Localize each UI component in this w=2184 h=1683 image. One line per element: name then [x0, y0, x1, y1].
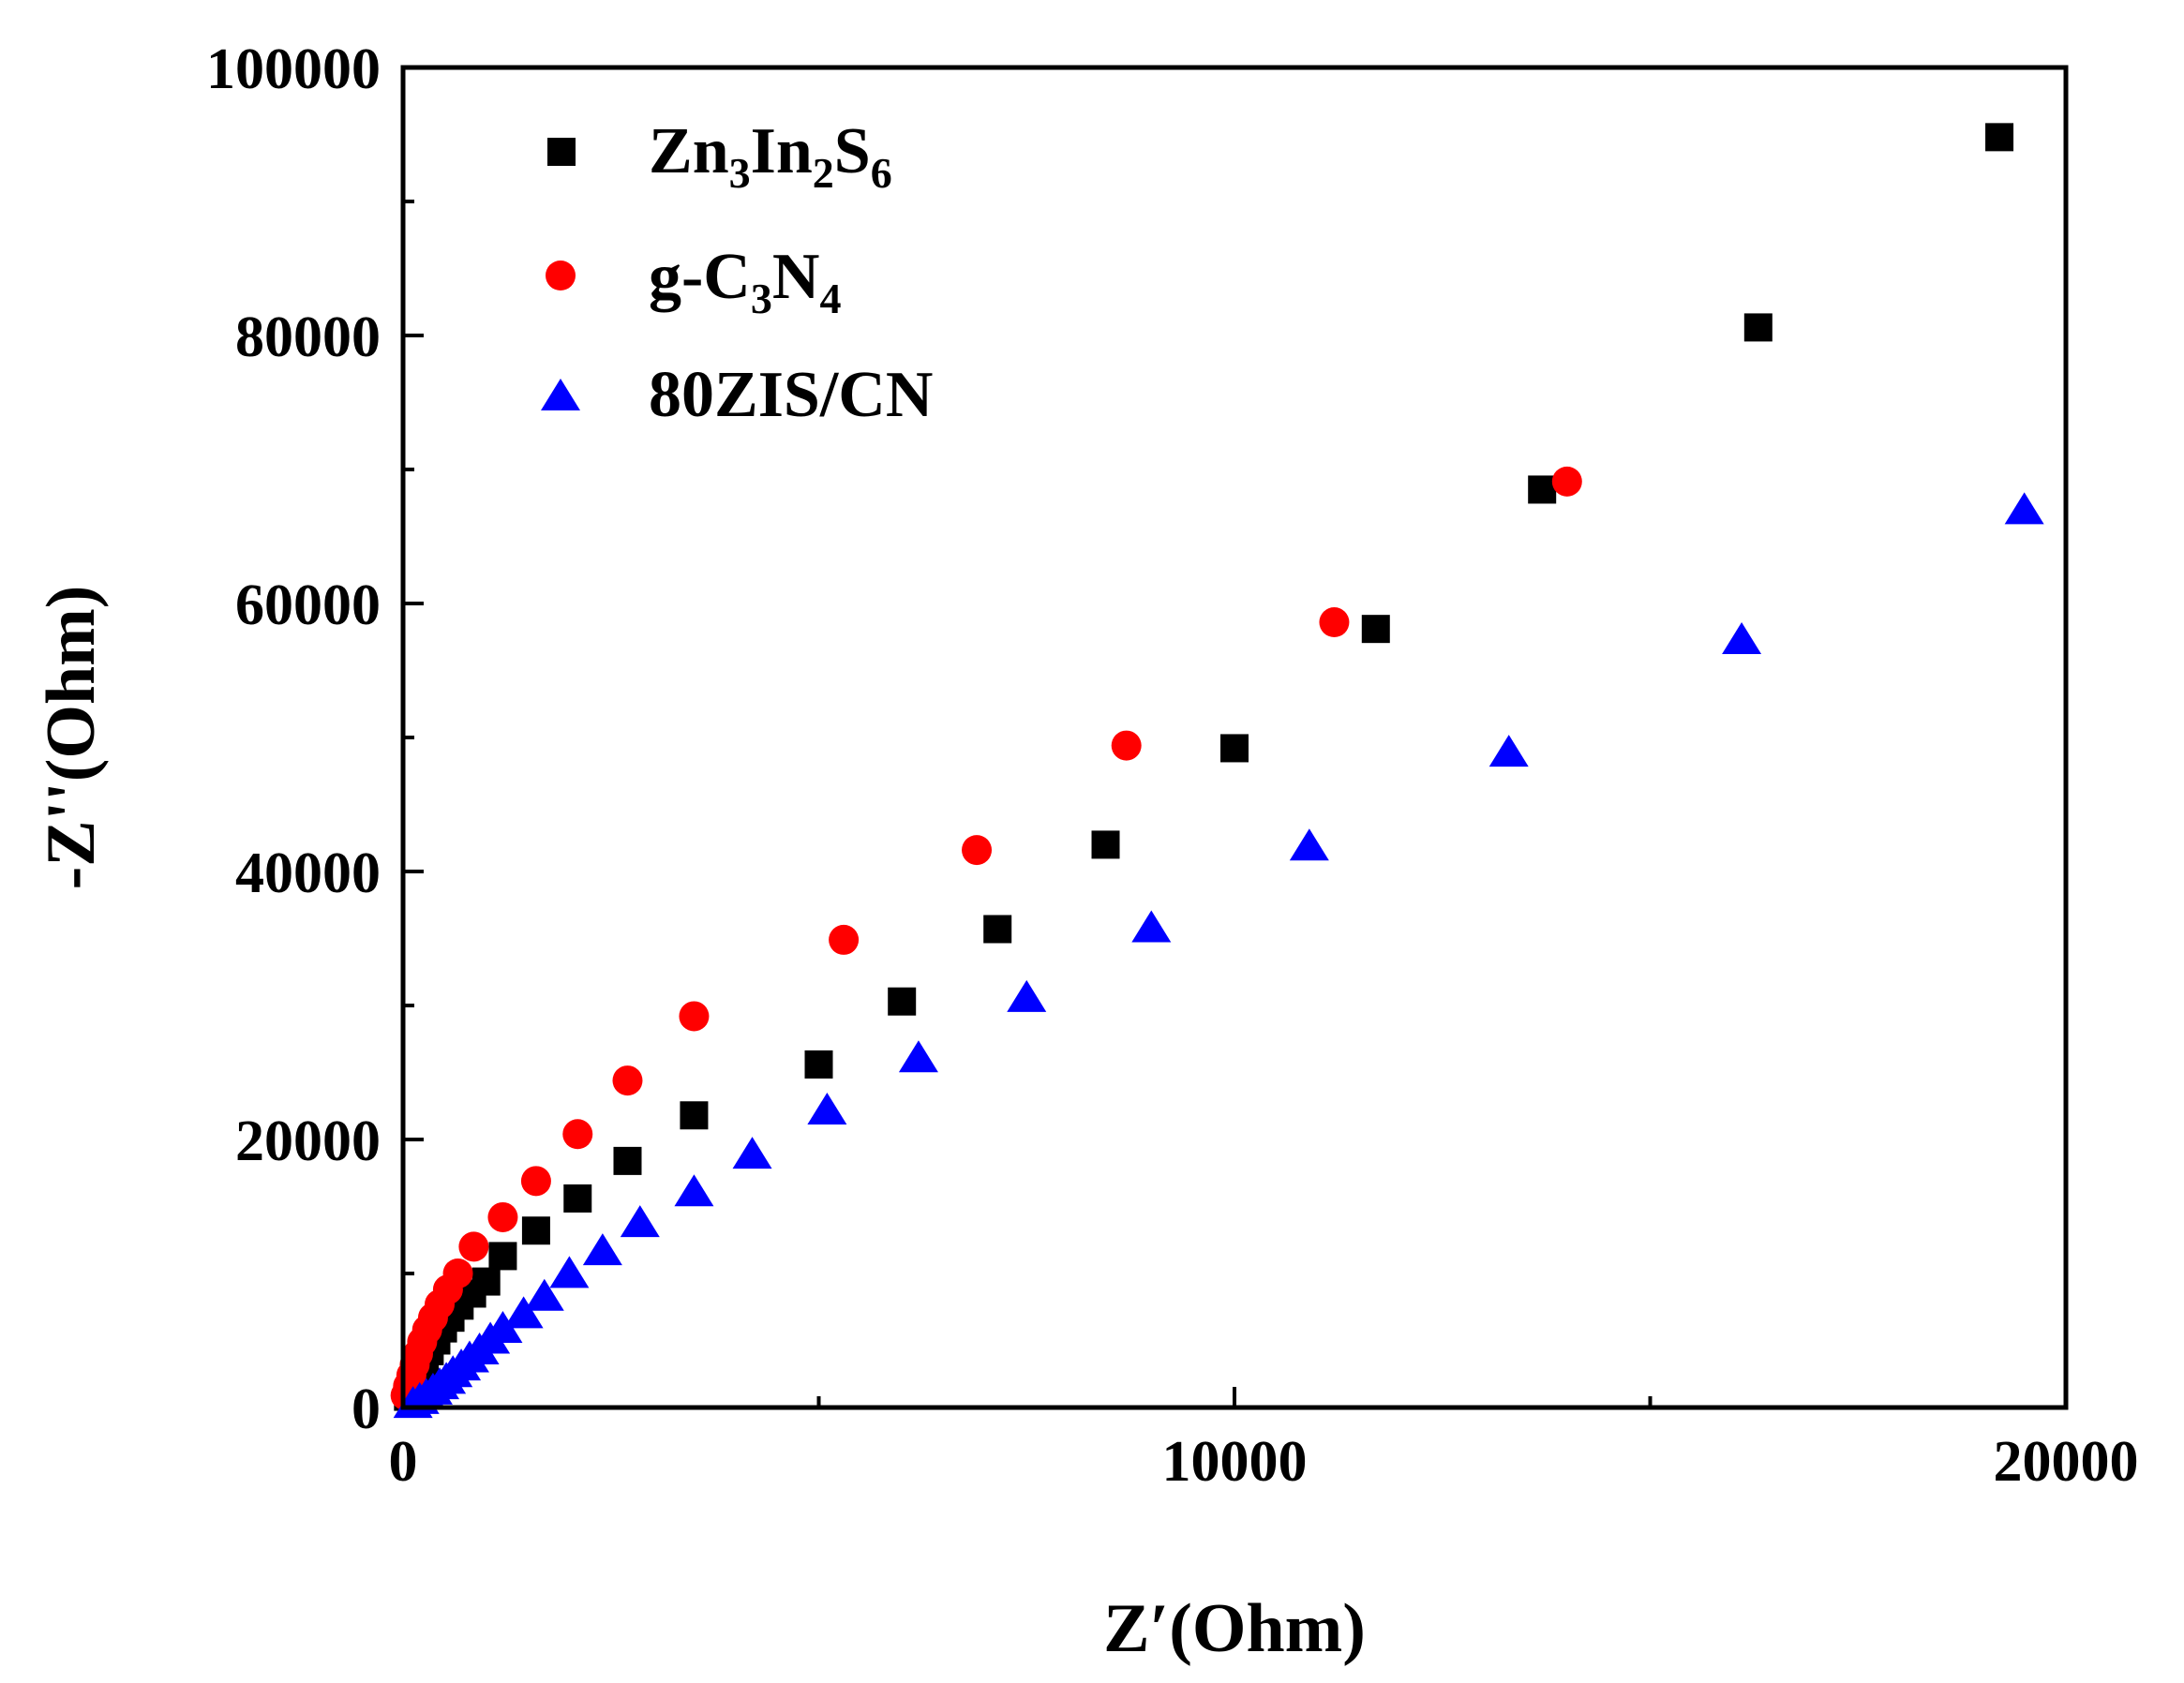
y-tick-label: 100000 [206, 37, 381, 101]
data-point-square [521, 1216, 550, 1245]
x-axis-title: Z′(Ohm) [1103, 1590, 1366, 1667]
data-point-square [1985, 123, 2014, 152]
data-point-circle [1551, 466, 1582, 497]
data-point-triangle [1007, 979, 1047, 1012]
data-point-square [888, 987, 917, 1016]
data-point-circle [1319, 607, 1350, 638]
data-point-triangle [1488, 735, 1529, 767]
data-point-triangle [732, 1137, 772, 1169]
data-point-triangle [2004, 492, 2044, 525]
data-point-square [488, 1242, 517, 1271]
data-point-square [471, 1267, 501, 1296]
data-point-square [1361, 615, 1390, 644]
data-point-square [1528, 475, 1557, 504]
y-tick-label: 40000 [235, 842, 381, 905]
y-tick-label: 80000 [235, 305, 381, 369]
data-point-square [983, 915, 1012, 944]
data-point-circle [442, 1259, 473, 1288]
legend-marker-composite [541, 379, 580, 410]
y-tick-label: 0 [352, 1378, 381, 1441]
y-tick-label: 20000 [235, 1110, 381, 1173]
legend-marker-cn [546, 261, 576, 290]
data-point-square [680, 1101, 709, 1130]
data-point-triangle [807, 1092, 847, 1124]
data-point-circle [679, 1001, 710, 1032]
data-point-triangle [1722, 622, 1762, 655]
y-tick-label: 60000 [235, 573, 381, 637]
legend-label-cn: g-C3N4 [649, 241, 841, 322]
data-point-triangle [674, 1174, 714, 1207]
data-point-square [613, 1146, 642, 1175]
axes: 0 10000 20000 0 20000 40000 60000 80000 100000 [206, 37, 2139, 1494]
legend-marker-zis [547, 138, 576, 166]
data-point-triangle [483, 1311, 523, 1344]
data-point-circle [562, 1119, 593, 1150]
data-point-circle [458, 1231, 489, 1262]
data-point-circle [962, 835, 993, 866]
legend: Zn3In2S6 g-C3N4 80ZIS/CN [541, 115, 933, 431]
data-point-square [804, 1050, 833, 1079]
data-point-triangle [549, 1256, 590, 1288]
legend-label-composite: 80ZIS/CN [649, 359, 933, 431]
data-point-triangle [1131, 910, 1172, 943]
x-tick-label: 20000 [1994, 1430, 2139, 1494]
data-point-square [1091, 830, 1120, 859]
data-point-triangle [503, 1296, 544, 1329]
data-point-circle [612, 1065, 643, 1096]
x-tick-label: 10000 [1162, 1430, 1308, 1494]
data-point-triangle [524, 1278, 564, 1311]
data-point-triangle [582, 1233, 622, 1266]
data-point-circle [1111, 730, 1142, 761]
data-point-square [1743, 313, 1773, 342]
data-point-circle [829, 924, 860, 955]
data-point-square [1220, 734, 1249, 763]
data-point-circle [520, 1166, 551, 1197]
y-axis-title: -Z''(Ohm) [33, 586, 110, 890]
data-point-square [563, 1184, 592, 1213]
data-point-triangle [898, 1040, 938, 1073]
data-point-circle [487, 1201, 518, 1232]
x-tick-label: 0 [389, 1430, 418, 1494]
legend-label-zis: Zn3In2S6 [649, 115, 892, 197]
data-point-triangle [1289, 828, 1329, 861]
data-point-triangle [620, 1205, 660, 1238]
